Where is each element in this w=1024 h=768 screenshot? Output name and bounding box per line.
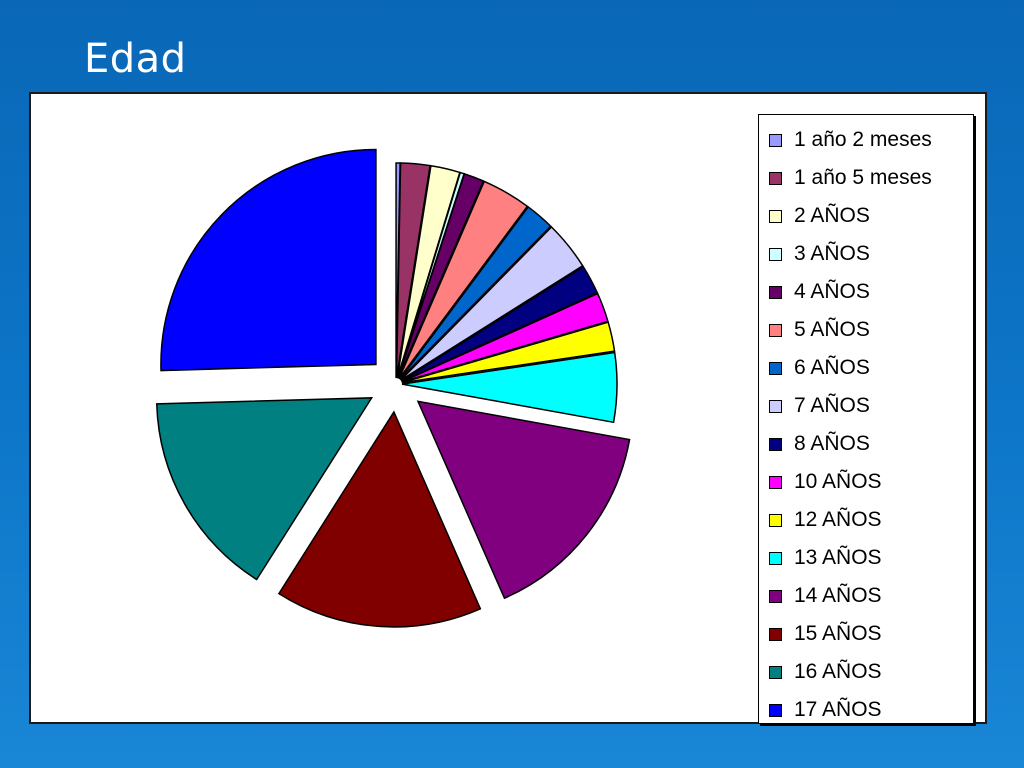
pie-slice — [401, 292, 609, 383]
legend-item: 15 AÑOS — [759, 615, 973, 653]
legend-swatch — [769, 133, 782, 147]
legend-label: 7 AÑOS — [794, 394, 870, 417]
legend-swatch — [769, 665, 782, 679]
legend-swatch — [769, 475, 782, 489]
legend-label: 8 AÑOS — [794, 432, 870, 455]
pie-slice — [397, 172, 485, 379]
legend-swatch — [769, 323, 782, 337]
legend-label: 1 año 2 meses — [794, 128, 932, 151]
pie-slice — [416, 400, 631, 600]
legend-label: 6 AÑOS — [794, 356, 870, 379]
legend-item: 12 AÑOS — [759, 501, 973, 539]
legend-label: 3 AÑOS — [794, 242, 870, 265]
legend-item: 8 AÑOS — [759, 425, 973, 463]
legend-label: 14 AÑOS — [794, 584, 882, 607]
legend-swatch — [769, 171, 782, 185]
legend-item: 3 AÑOS — [759, 235, 973, 273]
legend-item: 13 AÑOS — [759, 539, 973, 577]
legend-item: 14 AÑOS — [759, 577, 973, 615]
legend-item: 10 AÑOS — [759, 463, 973, 501]
legend-swatch — [769, 703, 782, 717]
legend-label: 2 AÑOS — [794, 204, 870, 227]
legend-swatch — [769, 513, 782, 527]
legend-label: 13 AÑOS — [794, 546, 882, 569]
chart-legend: 1 año 2 meses 1 año 5 meses 2 AÑOS 3 AÑOS 4 … — [758, 114, 974, 724]
pie-slice — [400, 225, 584, 381]
legend-swatch — [769, 247, 782, 261]
legend-swatch — [769, 285, 782, 299]
legend-swatch — [769, 209, 782, 223]
legend-swatch — [769, 589, 782, 603]
legend-item: 5 AÑOS — [759, 311, 973, 349]
legend-swatch — [769, 361, 782, 375]
pie-slice — [277, 410, 482, 628]
legend-item: 7 AÑOS — [759, 387, 973, 425]
legend-swatch — [769, 437, 782, 451]
pie-slice — [155, 397, 374, 581]
legend-item: 1 año 2 meses — [759, 121, 973, 159]
pie-slice — [160, 148, 377, 372]
legend-label: 16 AÑOS — [794, 660, 882, 683]
legend-label: 15 AÑOS — [794, 622, 882, 645]
pie-slice — [395, 162, 431, 379]
legend-swatch — [769, 551, 782, 565]
pie-slice — [401, 321, 616, 384]
legend-item: 2 AÑOS — [759, 197, 973, 235]
pie-slice — [398, 180, 529, 380]
pie-slice — [401, 351, 618, 424]
legend-label: 1 año 5 meses — [794, 166, 932, 189]
slide-title: Edad — [84, 36, 187, 82]
legend-swatch — [769, 399, 782, 413]
legend-item: 16 AÑOS — [759, 653, 973, 691]
pie-chart — [155, 148, 631, 628]
pie-slice — [399, 205, 552, 380]
legend-label: 4 AÑOS — [794, 280, 870, 303]
legend-item: 4 AÑOS — [759, 273, 973, 311]
legend-label: 12 AÑOS — [794, 508, 882, 531]
legend-label: 10 AÑOS — [794, 470, 882, 493]
chart-panel: 1 año 2 meses 1 año 5 meses 2 AÑOS 3 AÑOS 4 … — [29, 92, 987, 724]
legend-label: 17 AÑOS — [794, 698, 882, 721]
legend-label: 5 AÑOS — [794, 318, 870, 341]
legend-item: 6 AÑOS — [759, 349, 973, 387]
legend-swatch — [769, 627, 782, 641]
legend-item: 17 AÑOS — [759, 691, 973, 729]
legend-item: 1 año 5 meses — [759, 159, 973, 197]
pie-slice — [400, 265, 599, 382]
